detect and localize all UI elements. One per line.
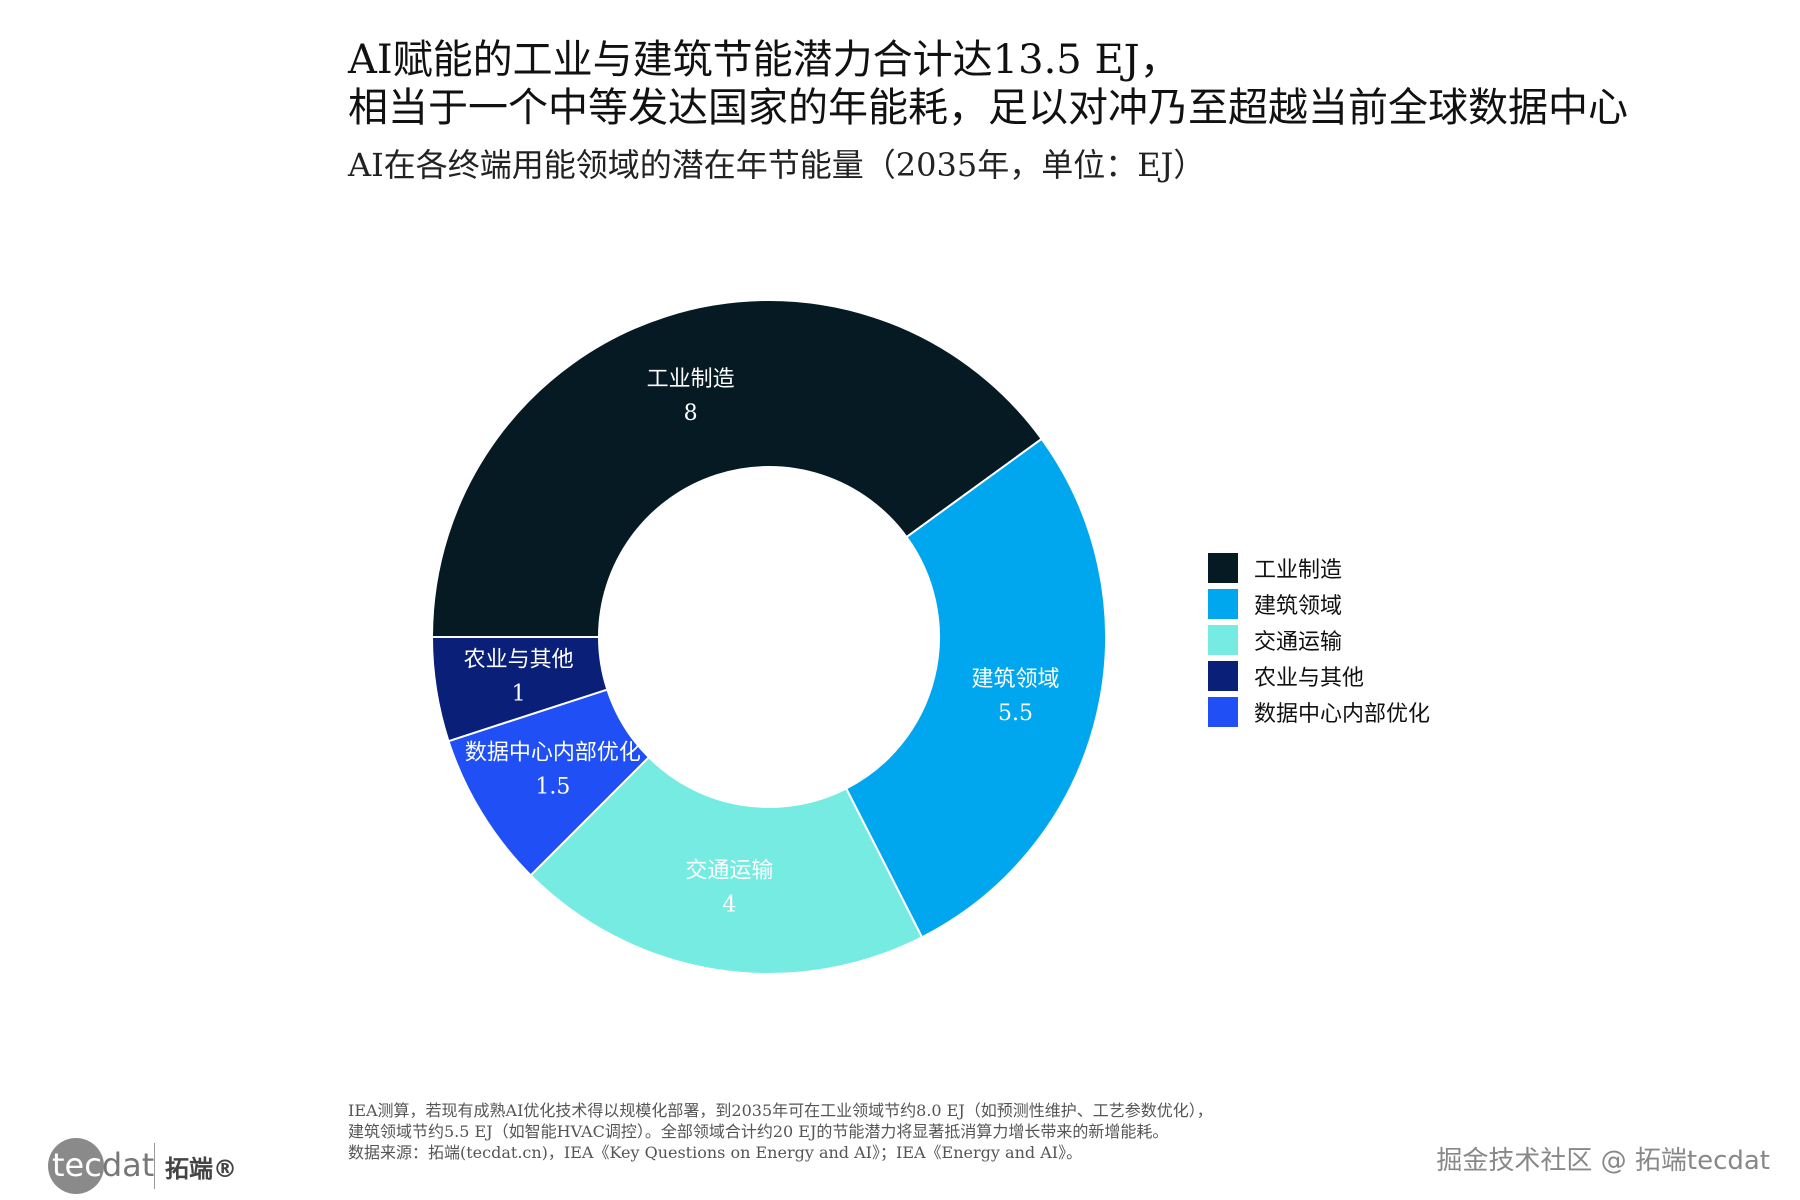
slice-value-label: 1.5 <box>535 774 570 799</box>
chart-subtitle: AI在各终端用能领域的潜在年节能量（2035年，单位：EJ） <box>348 146 1206 184</box>
legend-label: 交通运输 <box>1254 630 1343 655</box>
watermark: 掘金技术社区 @ 拓端tecdat <box>1436 1146 1770 1176</box>
legend-item: 工业制造 <box>1208 550 1430 586</box>
slice-label: 交通运输 <box>685 858 773 883</box>
logo-divider <box>154 1143 155 1189</box>
logo-dat: dat <box>101 1146 155 1184</box>
footnote-source: 数据来源：拓端(tecdat.cn)，IEA《Key Questions on … <box>348 1143 1083 1162</box>
legend: 工业制造建筑领域交通运输农业与其他数据中心内部优化 <box>1208 550 1430 730</box>
slice-label: 工业制造 <box>647 367 735 392</box>
footnotes: IEA测算，若现有成熟AI优化技术得以规模化部署，到2035年可在工业领域节约8… <box>348 1100 1213 1163</box>
slice-label: 建筑领域 <box>971 667 1059 692</box>
legend-label: 工业制造 <box>1254 558 1343 583</box>
slice-value-label: 1 <box>512 682 526 707</box>
logo-cn: 拓端® <box>165 1154 237 1183</box>
legend-label: 数据中心内部优化 <box>1254 702 1431 727</box>
logo-tec: tec <box>52 1146 102 1184</box>
legend-swatch <box>1208 661 1238 691</box>
legend-item: 建筑领域 <box>1208 586 1430 622</box>
legend-swatch <box>1208 589 1238 619</box>
legend-item: 数据中心内部优化 <box>1208 694 1430 730</box>
legend-swatch <box>1208 697 1238 727</box>
legend-swatch <box>1208 553 1238 583</box>
chart-title-line2: 相当于一个中等发达国家的年能耗，足以对冲乃至超越当前全球数据中心 <box>348 85 1628 131</box>
legend-item: 农业与其他 <box>1208 658 1430 694</box>
footnote-line: 建筑领域节约5.5 EJ（如智能HVAC调控）。全部领域合计约20 EJ的节能潜… <box>348 1122 1169 1141</box>
legend-item: 交通运输 <box>1208 622 1430 658</box>
chart-title-line1: AI赋能的工业与建筑节能潜力合计达13.5 EJ， <box>348 37 1180 83</box>
slice-value-label: 4 <box>722 892 736 917</box>
donut-slice <box>430 298 1044 638</box>
legend-label: 建筑领域 <box>1254 594 1343 619</box>
slice-label: 数据中心内部优化 <box>465 740 641 765</box>
donut-slice <box>430 636 609 743</box>
slice-value-label: 8 <box>684 401 698 426</box>
logo-circle <box>48 1138 104 1194</box>
legend-swatch <box>1208 625 1238 655</box>
legend-label: 农业与其他 <box>1254 666 1365 691</box>
donut-slice <box>529 755 924 975</box>
footnote-line: IEA测算，若现有成熟AI优化技术得以规模化部署，到2035年可在工业领域节约8… <box>348 1101 1213 1120</box>
donut-slice <box>844 437 1107 939</box>
tecdat-logo: tecdat 拓端® <box>48 1138 237 1194</box>
slice-value-label: 5.5 <box>998 701 1033 726</box>
slice-label: 农业与其他 <box>464 648 574 673</box>
